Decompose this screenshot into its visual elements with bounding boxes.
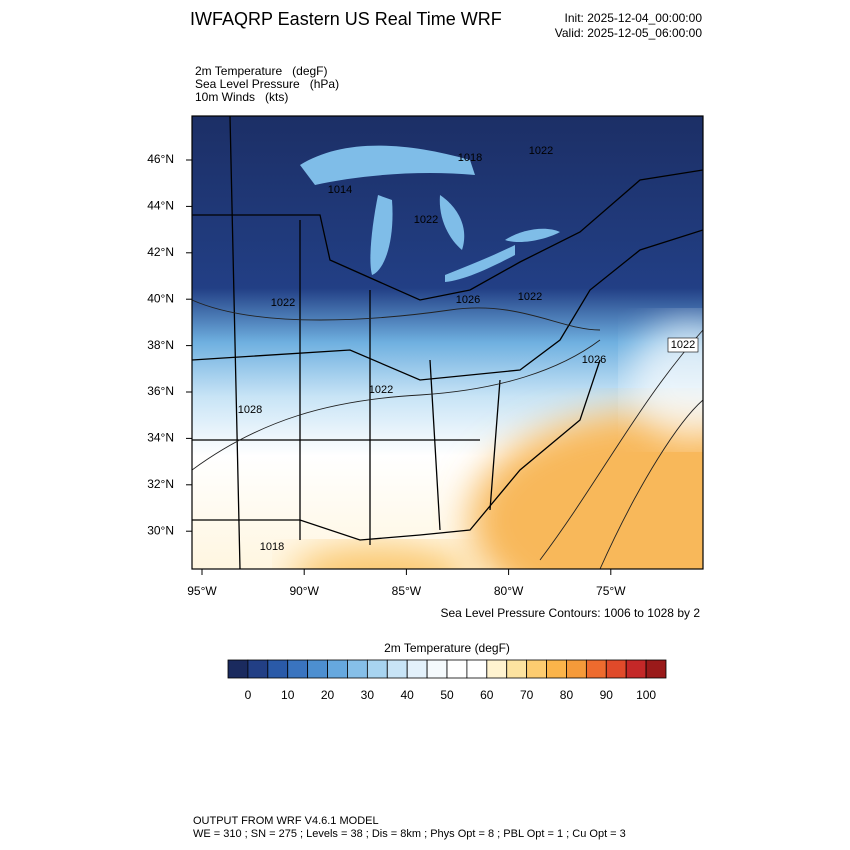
colorbar-tick-label: 30: [361, 688, 375, 702]
contour-label: 1018: [260, 541, 284, 553]
colorbar-box: [287, 659, 309, 679]
contour-label: 1018: [458, 152, 482, 164]
colorbar-box: [645, 659, 667, 679]
colorbar-box: [605, 659, 627, 679]
colorbar-box: [347, 659, 368, 679]
contour-label-box: [667, 337, 699, 353]
footer-line: OUTPUT FROM WRF V4.6.1 MODEL: [193, 815, 379, 827]
lat-label: 30°N: [147, 523, 174, 537]
colorbar-box: [247, 659, 269, 679]
lake-superior: [300, 145, 475, 185]
lat-label: 36°N: [147, 384, 174, 398]
colorbar-box: [506, 659, 528, 679]
contour-label: 1026: [582, 354, 606, 366]
colorbar-tick-label: 40: [401, 688, 415, 702]
colorbar-title: 2m Temperature (degF): [384, 641, 510, 655]
pressure-contours: [192, 299, 703, 569]
title: IWFAQRP Eastern US Real Time WRF: [190, 9, 502, 29]
colorbar-box: [386, 659, 408, 679]
colorbar-box: [327, 659, 348, 679]
colorbar-tick-label: 60: [480, 688, 494, 702]
lon-label: 95°W: [187, 584, 217, 598]
footer-line: WE = 310 ; SN = 275 ; Levels = 38 ; Dis …: [193, 828, 626, 840]
contour-label: 1026: [456, 294, 480, 306]
contour-label: 1014: [328, 184, 352, 196]
init-time: Init: 2025-12-04_00:00:00: [565, 11, 703, 25]
colorbar-box: [406, 659, 428, 679]
contour-label: 1022: [671, 339, 695, 351]
colorbar-tick-label: 70: [520, 688, 534, 702]
colorbar-tick-label: 80: [560, 688, 574, 702]
colorbar-box: [585, 659, 607, 679]
colorbar-box: [307, 659, 328, 679]
colorbar-tick-label: 100: [636, 688, 656, 702]
lat-label: 38°N: [147, 338, 174, 352]
contour-label: 1022: [369, 384, 393, 396]
lon-label: 90°W: [289, 584, 319, 598]
lat-label: 40°N: [147, 291, 174, 305]
borders: [192, 116, 703, 569]
lon-label: 80°W: [494, 584, 524, 598]
field-label: 10m Winds (kts): [195, 90, 288, 104]
map: [192, 116, 703, 569]
colorbar-box: [426, 659, 448, 679]
colorbar-box: [366, 659, 388, 679]
lake-michigan: [370, 195, 393, 275]
lake-ontario: [505, 228, 560, 243]
lat-label: 44°N: [147, 199, 174, 213]
lon-label: 75°W: [596, 584, 626, 598]
contour-label: 1022: [414, 214, 438, 226]
lat-label: 34°N: [147, 431, 174, 445]
colorbar-tick-label: 50: [440, 688, 454, 702]
colorbar-box: [486, 659, 508, 679]
field-label: 2m Temperature (degF): [195, 64, 328, 78]
contour-label: 1028: [238, 404, 262, 416]
colorbar-tick-label: 10: [281, 688, 295, 702]
contour-label: 1022: [518, 291, 542, 303]
colorbar-box: [625, 659, 647, 679]
colorbar-box: [566, 659, 587, 679]
contour-note: Sea Level Pressure Contours: 1006 to 102…: [441, 606, 701, 620]
lat-label: 46°N: [147, 152, 174, 166]
colorbar-tick-label: 20: [321, 688, 335, 702]
warm-region: [470, 410, 703, 569]
contour-label: 1022: [529, 145, 553, 157]
colorbar-box: [526, 659, 547, 679]
lake-huron: [439, 195, 465, 250]
lake-erie: [445, 245, 515, 282]
colorbar-box: [227, 659, 249, 679]
colorbar-box: [466, 659, 488, 679]
warm-region: [291, 545, 469, 569]
lat-label: 32°N: [147, 477, 174, 491]
lat-label: 42°N: [147, 245, 174, 259]
map-frame: [191, 115, 704, 570]
contour-label: 1022: [271, 297, 295, 309]
field-label: Sea Level Pressure (hPa): [195, 77, 339, 91]
colorbar-tick-label: 90: [600, 688, 614, 702]
colorbar-box: [446, 659, 468, 679]
valid-time: Valid: 2025-12-05_06:00:00: [555, 26, 703, 40]
lon-label: 85°W: [392, 584, 422, 598]
colorbar-box: [267, 659, 289, 679]
colorbar-box: [546, 659, 567, 679]
colorbar-tick-label: 0: [245, 688, 252, 702]
